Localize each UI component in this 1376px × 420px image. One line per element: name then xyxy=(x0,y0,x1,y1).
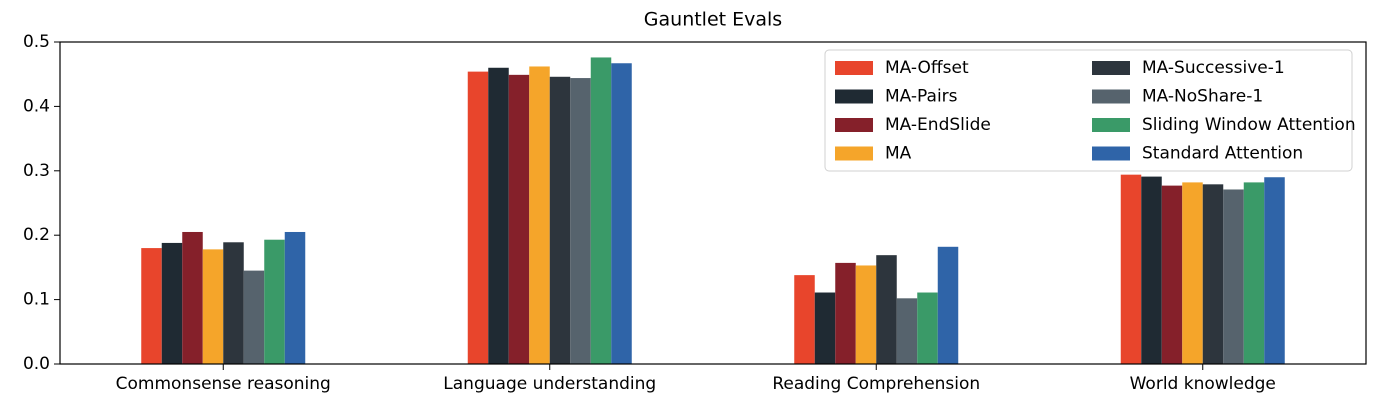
legend-label: MA-Pairs xyxy=(885,87,958,107)
bar xyxy=(835,262,856,364)
legend-swatch xyxy=(1092,61,1130,75)
plot-frame xyxy=(59,41,1367,365)
bar xyxy=(611,63,632,364)
bar xyxy=(141,248,162,364)
bar xyxy=(896,298,918,364)
y-tick-label: 0.1 xyxy=(23,290,50,310)
bar xyxy=(243,270,265,364)
legend-swatch xyxy=(1092,118,1130,132)
y-tick-label: 0.3 xyxy=(23,161,50,181)
legend-label: MA xyxy=(885,144,912,164)
legend-label: MA-Offset xyxy=(885,58,969,78)
bar xyxy=(937,246,959,364)
legend-label: MA-Successive-1 xyxy=(1142,58,1285,78)
bar xyxy=(590,57,612,365)
y-tick-label: 0.0 xyxy=(23,354,50,374)
bar xyxy=(1141,176,1162,364)
x-tick-label: Language understanding xyxy=(443,374,656,394)
bar xyxy=(508,74,530,365)
bar xyxy=(549,76,571,364)
chart-title: Gauntlet Evals xyxy=(644,9,782,31)
x-tick-label: Commonsense reasoning xyxy=(116,374,331,394)
bar xyxy=(264,239,285,364)
bar xyxy=(182,231,203,364)
bar xyxy=(1161,185,1183,364)
bar xyxy=(529,66,550,365)
bar xyxy=(855,265,877,364)
bar xyxy=(1182,182,1203,364)
legend-label: Sliding Window Attention xyxy=(1142,115,1356,135)
legend-swatch xyxy=(835,61,873,75)
y-tick-label: 0.4 xyxy=(23,96,50,116)
legend-swatch xyxy=(835,89,873,104)
bar xyxy=(223,242,244,364)
y-tick-label: 0.5 xyxy=(23,32,50,52)
bar xyxy=(794,275,815,364)
legend-swatch xyxy=(1092,146,1130,161)
bar xyxy=(1243,182,1265,364)
legend-label: MA-EndSlide xyxy=(885,115,991,135)
bar xyxy=(1202,184,1224,364)
bar xyxy=(284,231,306,364)
legend-swatch xyxy=(835,146,873,161)
bar xyxy=(161,242,183,364)
bar xyxy=(467,71,489,365)
x-tick-label: World knowledge xyxy=(1130,374,1276,394)
bar xyxy=(488,67,509,364)
bar xyxy=(570,78,591,365)
legend-label: Standard Attention xyxy=(1142,144,1303,164)
x-tick-label: Reading Comprehension xyxy=(772,374,980,394)
legend-box xyxy=(824,49,1353,172)
bar xyxy=(1223,189,1244,364)
bar xyxy=(876,255,897,364)
bar xyxy=(1264,177,1285,364)
y-tick-label: 0.2 xyxy=(23,225,50,245)
legend-label: MA-NoShare-1 xyxy=(1142,87,1263,107)
legend-swatch xyxy=(835,118,873,132)
legend-swatch xyxy=(1092,89,1130,104)
bar xyxy=(202,249,224,364)
bar xyxy=(1120,174,1142,364)
bar xyxy=(917,292,938,364)
bar xyxy=(814,292,836,364)
